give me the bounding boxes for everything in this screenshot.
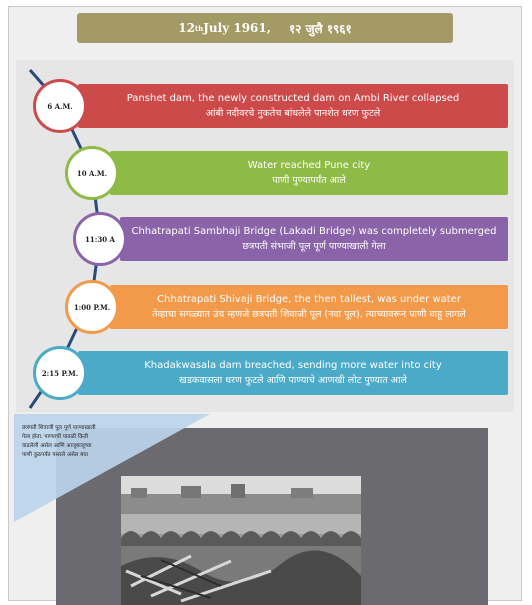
time-label-5: 2:15 P.M. <box>41 368 79 378</box>
time-label-1: 6 A.M. <box>47 101 73 111</box>
time-label-3: 11:30 A <box>85 234 115 244</box>
bridge-photo-graphic <box>121 476 361 605</box>
event-bar-4: Chhatrapati Shivaji Bridge, the then tal… <box>110 285 508 329</box>
caption-line-1: छत्रपती शिवाजी पूल पूर्ण पाण्याखाली <box>22 425 96 431</box>
event-bar-3: Chhatrapati Sambhaji Bridge (Lakadi Brid… <box>120 217 508 261</box>
date-day: 12 <box>178 21 195 35</box>
time-label-4: 1:00 P.M. <box>73 302 111 312</box>
time-marker-1: 6 A.M. <box>33 79 87 133</box>
time-marker-2: 10 A.M. <box>65 146 119 200</box>
event-english-3: Chhatrapati Sambhaji Bridge (Lakadi Brid… <box>131 226 497 237</box>
photo-caption: छत्रपती शिवाजी पूल पूर्ण पाण्याखाली गेला… <box>22 424 120 460</box>
event-english-4: Chhatrapati Shivaji Bridge, the then tal… <box>157 294 461 305</box>
event-bar-1: Panshet dam, the newly constructed dam o… <box>78 84 508 128</box>
date-month-year: July 1961, <box>203 21 271 35</box>
date-marathi: १२ जुलै १९६१ <box>288 21 352 36</box>
caption-line-4: पाणी कुठपर्यंत पसरले असेल बघा <box>22 452 89 458</box>
event-marathi-4: तेव्हाचा सगळ्यात उंच म्हणजे छत्रपती शिवा… <box>152 309 466 320</box>
event-marathi-1: आंबी नदीवरचे नुकतेच बांधलेले पानशेत धरण … <box>205 108 381 119</box>
time-marker-5: 2:15 P.M. <box>33 346 87 400</box>
event-marathi-5: खडकवासला धरण फुटले आणि पाण्याचे आणखी लोट… <box>179 375 407 386</box>
event-english-1: Panshet dam, the newly constructed dam o… <box>126 93 460 104</box>
event-marathi-3: छत्रपती संभाजी पूल पूर्ण पाण्याखाली गेला <box>242 241 386 252</box>
event-bar-2: Water reached Pune city पाणी पुण्यापर्यं… <box>110 151 508 195</box>
date-ordinal: th <box>194 23 204 33</box>
event-english-5: Khadakwasala dam breached, sending more … <box>144 360 442 371</box>
caption-line-3: वाढलेली असेल आणि आजूबाजूच्या <box>22 443 92 449</box>
flooded-bridge-photo <box>121 476 361 605</box>
caption-line-2: गेला होता. पाण्याची पातळी किती <box>22 434 89 440</box>
time-marker-4: 1:00 P.M. <box>65 280 119 334</box>
time-marker-3: 11:30 A <box>73 212 127 266</box>
event-english-2: Water reached Pune city <box>247 160 371 171</box>
event-bar-5: Khadakwasala dam breached, sending more … <box>78 351 508 395</box>
time-label-2: 10 A.M. <box>76 168 108 178</box>
event-marathi-2: पाणी पुण्यापर्यंत आले <box>272 175 346 186</box>
